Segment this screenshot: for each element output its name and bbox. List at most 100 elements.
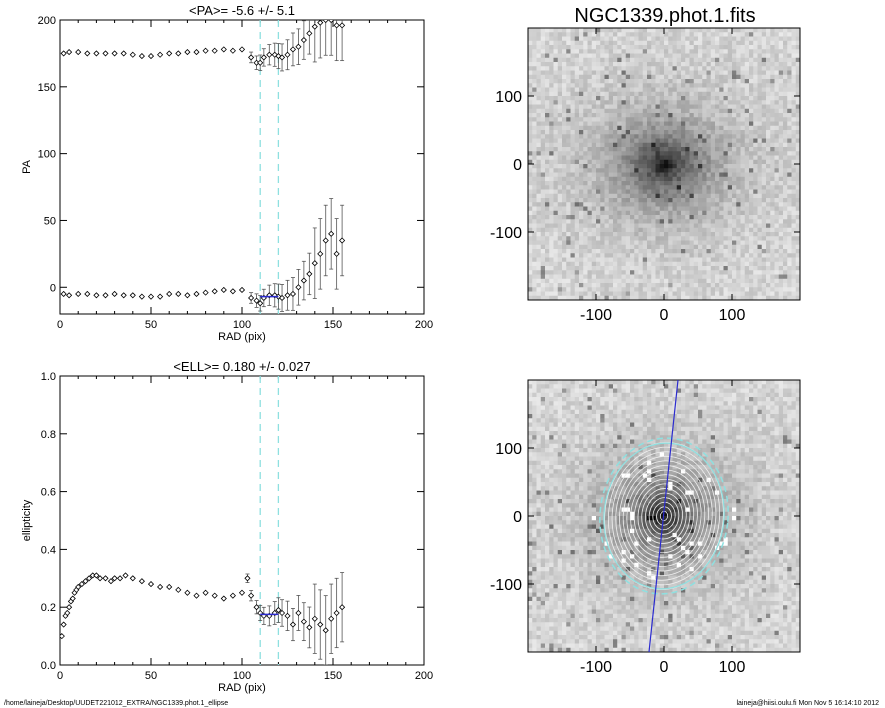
image-pixel bbox=[672, 223, 678, 229]
image-pixel bbox=[651, 295, 656, 301]
image-pixel bbox=[596, 295, 601, 301]
image-pixel bbox=[587, 232, 593, 237]
image-pixel bbox=[681, 53, 686, 59]
image-pixel bbox=[604, 117, 610, 122]
image-pixel bbox=[736, 261, 741, 267]
image-pixel bbox=[659, 96, 665, 101]
image-pixel bbox=[617, 79, 622, 84]
image-pixel bbox=[778, 223, 784, 229]
data-point bbox=[333, 250, 340, 257]
image-pixel bbox=[719, 62, 724, 67]
image-pixel bbox=[634, 91, 639, 97]
image-pixel bbox=[655, 100, 661, 105]
image-pixel bbox=[791, 53, 797, 59]
y-tick-label: 0.6 bbox=[41, 487, 56, 499]
image-pixel bbox=[744, 189, 750, 195]
image-pixel bbox=[630, 138, 635, 144]
image-pixel bbox=[668, 223, 673, 229]
image-pixel bbox=[753, 74, 758, 80]
image-pixel bbox=[757, 96, 763, 101]
image-pixel bbox=[736, 155, 741, 161]
image-pixel bbox=[638, 249, 644, 254]
image-pixel bbox=[638, 36, 644, 42]
image-pixel bbox=[757, 113, 763, 118]
image-pixel bbox=[766, 215, 771, 220]
image-pixel bbox=[715, 108, 720, 114]
image-pixel bbox=[617, 206, 622, 212]
image-pixel bbox=[625, 104, 631, 110]
image-pixel bbox=[562, 113, 567, 118]
image-pixel bbox=[549, 176, 554, 182]
image-pixel bbox=[536, 117, 542, 122]
image-pixel bbox=[642, 100, 648, 105]
image-pixel bbox=[596, 130, 601, 135]
image-pixel bbox=[566, 121, 571, 127]
image-pixel bbox=[536, 477, 542, 483]
image-pixel bbox=[757, 257, 763, 263]
image-pixel bbox=[740, 219, 746, 224]
image-pixel bbox=[583, 96, 588, 101]
x-tick-label: 50 bbox=[145, 319, 157, 331]
image-pixel bbox=[549, 287, 554, 292]
image-pixel bbox=[761, 83, 767, 88]
image-pixel bbox=[719, 121, 724, 127]
image-pixel bbox=[723, 249, 729, 254]
image-pixel bbox=[655, 164, 661, 169]
image-pixel bbox=[778, 164, 784, 169]
image-pixel bbox=[642, 257, 648, 263]
image-pixel bbox=[655, 159, 661, 165]
image-pixel bbox=[706, 219, 712, 224]
image-pixel bbox=[553, 261, 559, 267]
image-pixel bbox=[736, 257, 741, 263]
image-pixel bbox=[795, 96, 801, 101]
image-pixel bbox=[689, 274, 695, 280]
image-pixel bbox=[634, 45, 639, 50]
image-pixel bbox=[698, 130, 703, 135]
image-pixel bbox=[676, 185, 682, 190]
image-pixel bbox=[736, 232, 741, 237]
image-pixel bbox=[668, 274, 673, 280]
image-pixel bbox=[787, 138, 792, 144]
image-pixel bbox=[557, 219, 563, 224]
image-pixel bbox=[591, 121, 597, 127]
image-pixel bbox=[715, 253, 720, 258]
image-pixel bbox=[532, 283, 537, 288]
image-pixel bbox=[698, 108, 703, 114]
image-pixel bbox=[642, 193, 648, 199]
image-pixel bbox=[574, 164, 580, 169]
image-pixel bbox=[706, 91, 712, 97]
image-pixel bbox=[770, 253, 775, 258]
image-pixel bbox=[698, 181, 703, 186]
image-pixel bbox=[719, 100, 724, 105]
image-pixel bbox=[719, 270, 724, 275]
image-pixel bbox=[557, 91, 563, 97]
image-pixel bbox=[710, 40, 716, 46]
image-pixel bbox=[778, 236, 784, 241]
image-pixel bbox=[591, 70, 597, 76]
image-pixel bbox=[591, 253, 597, 258]
image-pixel bbox=[579, 130, 584, 135]
image-pixel bbox=[621, 164, 627, 169]
image-pixel bbox=[672, 83, 678, 88]
image-pixel bbox=[528, 142, 533, 148]
image-pixel bbox=[536, 62, 542, 67]
image-pixel bbox=[540, 74, 546, 80]
image-pixel bbox=[693, 130, 699, 135]
image-pixel bbox=[540, 477, 546, 483]
image-pixel bbox=[753, 53, 758, 59]
image-pixel bbox=[655, 125, 661, 131]
data-point bbox=[278, 54, 286, 61]
image-pixel bbox=[668, 215, 673, 220]
image-pixel bbox=[659, 278, 665, 284]
image-pixel bbox=[613, 181, 618, 186]
image-pixel bbox=[617, 172, 622, 178]
image-pixel bbox=[787, 168, 792, 173]
image-pixel bbox=[740, 198, 746, 203]
image-pixel bbox=[685, 130, 690, 135]
image-pixel bbox=[570, 113, 576, 118]
image-pixel bbox=[638, 130, 644, 135]
image-pixel bbox=[587, 138, 593, 144]
image-pixel bbox=[587, 270, 593, 275]
image-pixel bbox=[778, 227, 784, 233]
image-pixel bbox=[736, 134, 741, 139]
